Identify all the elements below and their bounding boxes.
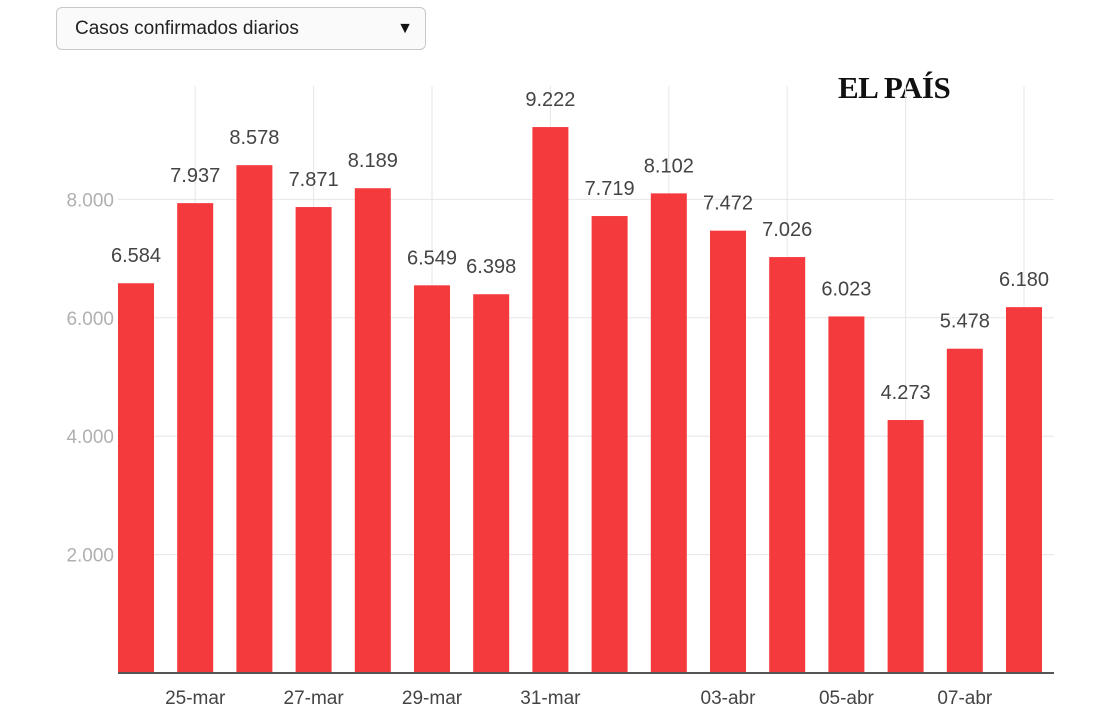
bar [650,193,687,673]
data-label: 6.398 [466,256,516,278]
series-selector-dropdown[interactable]: Casos confirmados diarios ▼ [56,7,426,50]
bar [1006,307,1042,673]
y-tick-label: 2.000 [66,546,114,567]
data-label: 7.472 [703,193,753,215]
data-label: 8.102 [644,155,694,177]
data-label: 6.584 [111,245,161,267]
x-tick-label: 07-abr [937,688,993,709]
data-label: 5.478 [940,311,990,333]
x-tick-label: 29-mar [402,688,463,709]
x-tick-label: 31-mar [520,688,581,709]
bar [118,283,154,673]
data-label: 6.549 [407,247,457,269]
bar [532,127,569,673]
bar [473,294,510,673]
data-label: 7.026 [762,219,812,241]
bar [414,285,450,673]
x-tick-label: 05-abr [819,688,875,709]
data-label: 8.189 [348,150,398,172]
data-label: 8.578 [229,127,279,149]
bar [236,165,273,673]
data-label: 9.222 [525,89,575,111]
series-selector-label: Casos confirmados diarios [75,17,299,39]
bar [769,257,806,673]
x-tick-label: 27-mar [284,688,345,709]
bar [591,216,628,673]
data-label: 4.273 [881,382,931,404]
data-label: 7.937 [170,165,220,187]
y-tick-label: 8.000 [66,190,114,211]
data-label: 6.023 [821,278,871,300]
data-label: 7.871 [289,169,339,191]
bar [354,188,391,674]
bar [177,203,214,674]
bar [828,316,865,673]
x-tick-label: 25-mar [165,688,226,709]
y-tick-label: 4.000 [66,427,114,448]
bar [946,348,983,673]
el-pais-logo: EL PAÍS [838,70,951,105]
bar [887,420,924,673]
bar [295,207,332,673]
x-tick-label: 03-abr [701,688,757,709]
data-label: 6.180 [999,269,1049,291]
data-label: 7.719 [585,178,635,200]
bar [710,230,746,673]
y-tick-label: 6.000 [66,309,114,330]
dropdown-triangle-icon: ▼ [397,19,413,37]
